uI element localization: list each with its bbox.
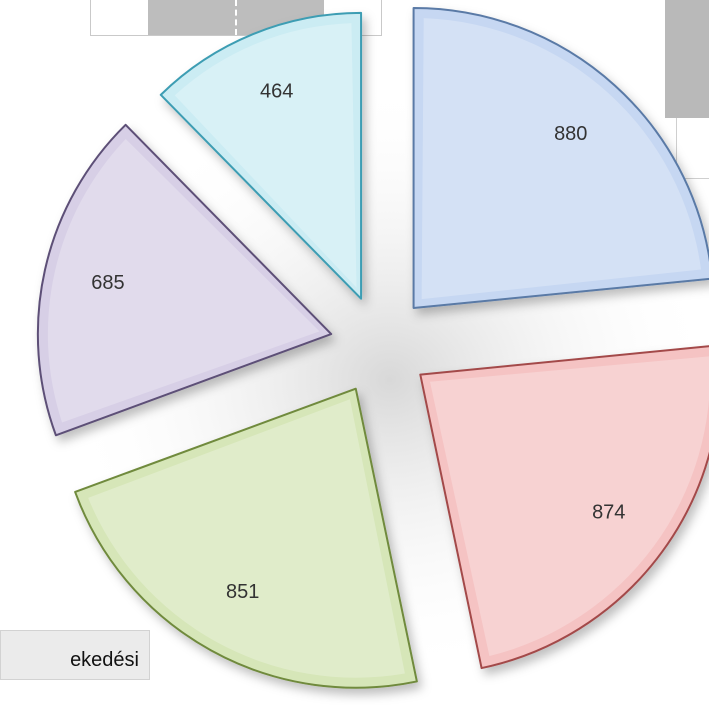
data-label-880: 880 [554,123,587,145]
data-label-464: 464 [260,81,293,103]
background-panel-right [665,0,709,118]
pie-slice-highlight [47,138,320,423]
pie-slice-685 [36,123,333,437]
data-label-851: 851 [226,581,259,603]
data-label-874: 874 [592,501,625,523]
data-label-685: 685 [91,272,124,294]
pie-slice-874 [419,345,709,670]
caption-fragment: ekedési [0,630,150,680]
pie-slice-464 [159,11,363,300]
pie-slice-highlight [174,23,357,288]
pie-slice-highlight [421,18,702,300]
pie-slice-851 [74,387,418,689]
pie-slice-highlight [88,399,405,678]
background-dashed-line [235,0,237,35]
pie-slice-880 [412,6,709,309]
pie-slice-highlight [429,356,709,657]
